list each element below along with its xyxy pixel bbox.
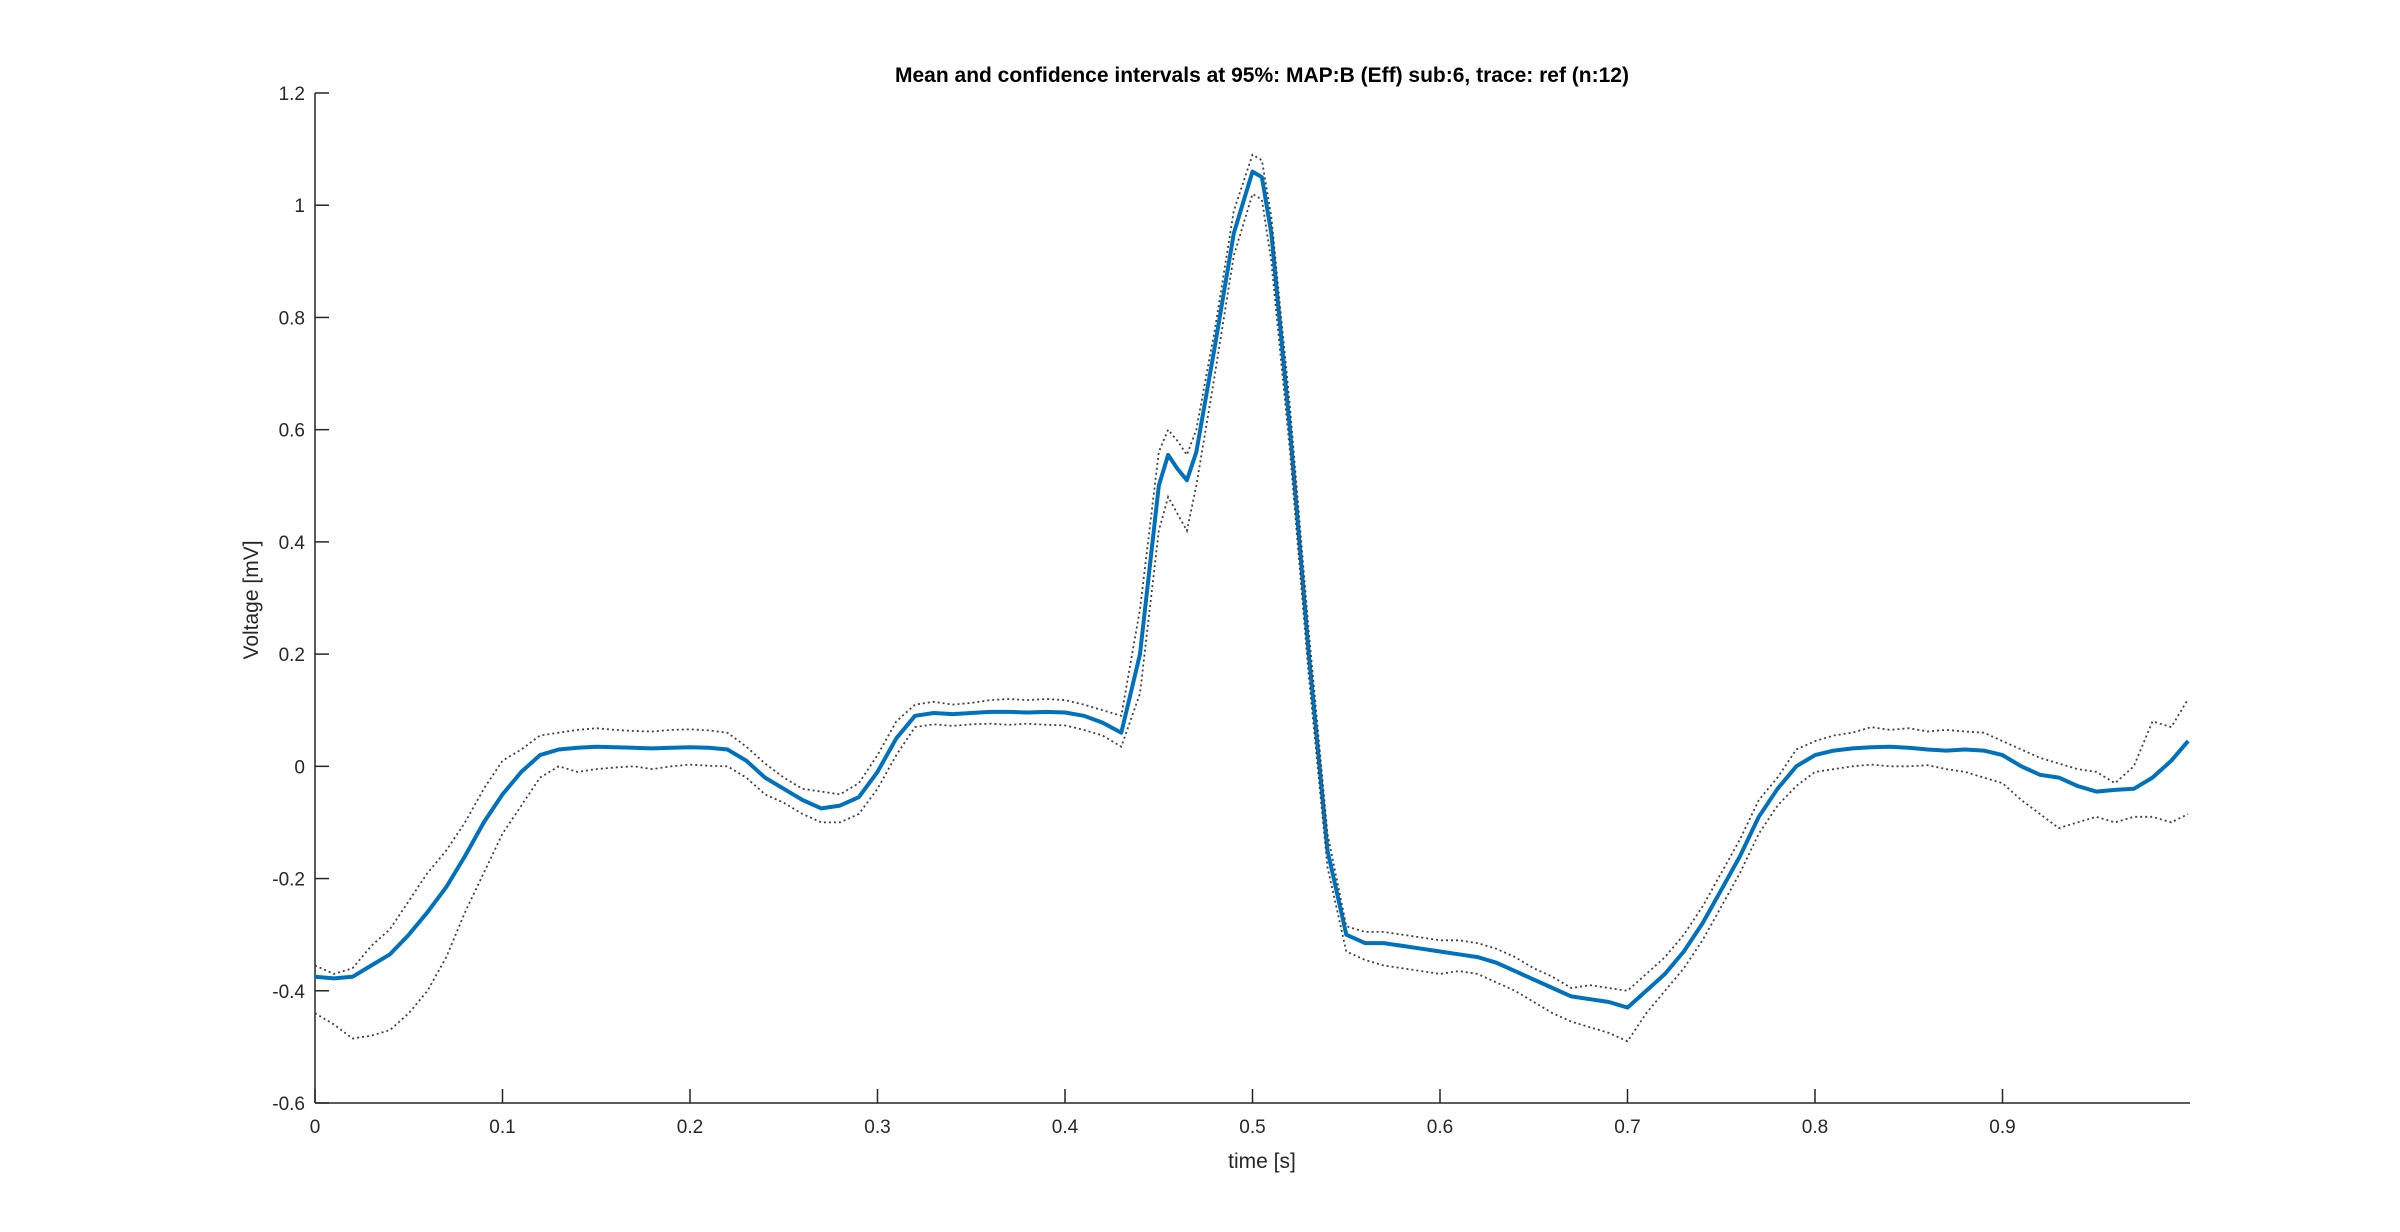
- chart-title: Mean and confidence intervals at 95%: MA…: [895, 64, 1629, 87]
- y-tick-label: 0.4: [279, 533, 306, 554]
- x-tick-label: 0.9: [1989, 1117, 2015, 1138]
- x-axis-ticks: 0 0.1 0.2 0.3 0.4 0.5 0.6 0.7 0.8 0.9: [310, 1089, 2016, 1138]
- x-tick-label: 0.1: [489, 1117, 515, 1138]
- x-tick-label: 0.8: [1802, 1117, 1828, 1138]
- lower-ci-line: [314, 192, 2189, 1043]
- y-tick-label: 0.6: [279, 421, 305, 442]
- x-tick-label: 0.5: [1239, 1117, 1265, 1138]
- y-tick-label: -0.4: [272, 982, 305, 1003]
- y-tick-label: 1.2: [279, 84, 305, 105]
- x-tick-label: 0: [310, 1117, 321, 1138]
- y-tick-label: 1: [294, 196, 305, 217]
- y-axis-label: Voltage [mV]: [240, 540, 263, 659]
- plot-area: [314, 93, 2190, 1104]
- upper-ci-line: [314, 153, 2189, 992]
- x-axis-label: time [s]: [1228, 1150, 1296, 1173]
- mean-series-line: [314, 169, 2190, 1010]
- y-tick-label: -0.2: [272, 870, 305, 891]
- y-tick-label: -0.6: [272, 1094, 305, 1115]
- x-tick-label: 0.3: [864, 1117, 890, 1138]
- x-tick-label: 0.4: [1052, 1117, 1079, 1138]
- y-tick-label: 0.8: [279, 308, 305, 329]
- x-tick-label: 0.7: [1614, 1117, 1640, 1138]
- y-tick-label: 0.2: [279, 645, 305, 666]
- x-tick-label: 0.2: [677, 1117, 703, 1138]
- y-tick-label: 0: [294, 757, 305, 778]
- y-axis-ticks: -0.6 -0.4 -0.2 0 0.2 0.4 0.6 0.8 1 1.2: [272, 84, 329, 1115]
- x-tick-label: 0.6: [1427, 1117, 1453, 1138]
